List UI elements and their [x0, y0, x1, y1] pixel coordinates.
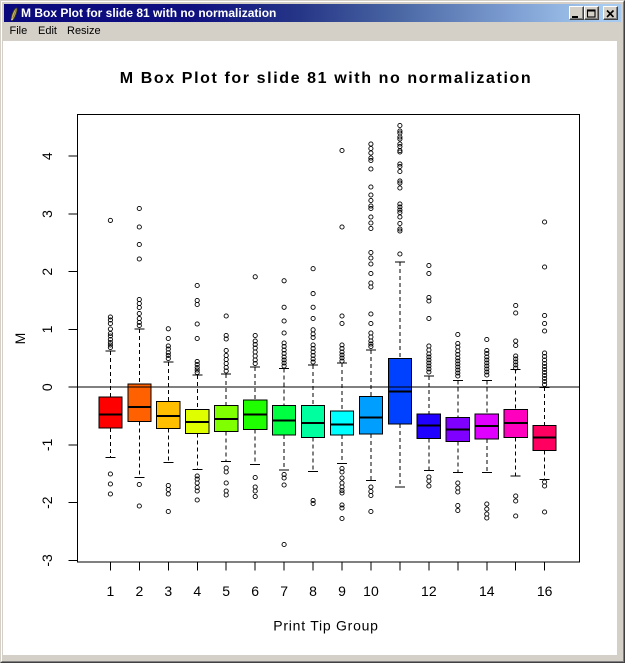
svg-text:1: 1	[107, 583, 115, 599]
svg-text:5: 5	[222, 583, 230, 599]
svg-text:0: 0	[39, 383, 55, 391]
svg-text:4: 4	[39, 152, 55, 160]
svg-text:6: 6	[251, 583, 259, 599]
svg-text:M: M	[12, 333, 28, 345]
svg-text:9: 9	[338, 583, 346, 599]
svg-text:8: 8	[309, 583, 317, 599]
svg-text:10: 10	[363, 583, 379, 599]
svg-text:-3: -3	[39, 554, 55, 567]
svg-text:2: 2	[39, 268, 55, 276]
svg-text:M Box Plot for slide 81 with n: M Box Plot for slide 81 with no normaliz…	[120, 70, 532, 87]
svg-text:2: 2	[135, 583, 143, 599]
svg-text:14: 14	[479, 583, 495, 599]
svg-text:-1: -1	[39, 439, 55, 452]
svg-text:3: 3	[164, 583, 172, 599]
svg-text:Print Tip Group: Print Tip Group	[273, 618, 378, 634]
svg-text:12: 12	[421, 583, 437, 599]
svg-text:7: 7	[280, 583, 288, 599]
svg-text:3: 3	[39, 210, 55, 218]
svg-text:1: 1	[39, 325, 55, 333]
svg-text:4: 4	[193, 583, 201, 599]
svg-text:16: 16	[537, 583, 553, 599]
svg-text:-2: -2	[39, 496, 55, 509]
